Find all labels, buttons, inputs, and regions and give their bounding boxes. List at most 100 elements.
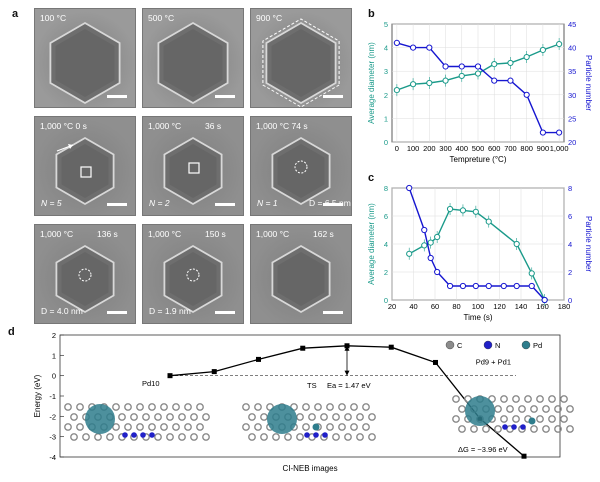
carbon-ring — [344, 433, 352, 441]
x-tick-label: 160 — [536, 302, 549, 311]
carbon-ring — [314, 403, 322, 411]
tem-tile: 1,000 °C 0 s N = 5 — [34, 116, 136, 216]
data-point — [485, 282, 492, 290]
y-tick-label: 1 — [52, 351, 56, 360]
carbon-ring — [542, 405, 550, 413]
scale-bar — [215, 311, 235, 314]
carbon-ring — [302, 403, 310, 411]
data-point — [541, 296, 548, 304]
x-tick-label: 40 — [409, 302, 417, 311]
carbon-ring — [172, 403, 180, 411]
nitrogen-atom — [304, 432, 310, 438]
data-point — [472, 208, 479, 215]
data-point — [459, 282, 467, 290]
carbon-ring — [184, 403, 192, 411]
data-point — [528, 270, 535, 277]
x-tick-label: 500 — [472, 144, 485, 153]
particle-box — [188, 162, 200, 174]
carbon-ring — [350, 403, 358, 411]
y2-tick-label: 0 — [568, 296, 572, 305]
data-point — [421, 226, 428, 234]
data-point — [472, 282, 479, 290]
nanoparticle-hexagon — [55, 244, 115, 314]
x-tick-label: 100 — [407, 144, 420, 153]
carbon-ring — [512, 415, 520, 423]
tem-tile: 1,000 °C 150 s D = 1.9 nm — [142, 224, 244, 324]
nitrogen-atom — [149, 432, 155, 438]
label-ea: Ea = 1.47 eV — [327, 381, 371, 390]
carbon-ring — [326, 423, 334, 431]
data-point — [474, 63, 482, 70]
nitrogen-atom — [322, 432, 328, 438]
tem-tile: 900 °C — [250, 8, 352, 108]
y2-axis-label: Particle number — [584, 55, 593, 111]
hexagon-core — [169, 144, 217, 198]
carbon-ring — [118, 413, 126, 421]
y-axis-label: Average diameter (nm) — [368, 203, 376, 285]
carbon-ring — [136, 403, 144, 411]
carbon-ring — [160, 403, 168, 411]
carbon-ring — [566, 425, 574, 433]
nanoparticle-hexagon — [55, 136, 115, 206]
legend-label: N — [495, 341, 500, 350]
ea-arrowhead — [344, 345, 350, 351]
carbon-ring — [112, 403, 120, 411]
label-dg: ΔG = −3.96 eV — [458, 445, 508, 454]
molecule-structure — [242, 403, 376, 441]
nanoparticle-hexagon — [163, 244, 223, 314]
energy-point — [388, 344, 394, 350]
carbon-ring — [530, 405, 538, 413]
energy-point — [211, 369, 217, 375]
scale-bar — [323, 311, 343, 314]
y2-tick-label: 45 — [568, 20, 576, 29]
data-point — [409, 81, 417, 88]
panel-d: -4 -3 -2 -1 0 1 2 Energy (eV) CI-NEB images Pd10 T… — [30, 327, 596, 477]
tem-tile: 500 °C — [142, 8, 244, 108]
tile-label: 1,000 °C 0 s — [40, 121, 87, 131]
tem-tile: 1,000 °C 36 s N = 2 — [142, 116, 244, 216]
legend-dot — [483, 340, 493, 350]
carbon-ring — [482, 425, 490, 433]
y2-tick-label: 4 — [568, 240, 572, 249]
y-tick-label: -1 — [49, 392, 56, 401]
carbon-ring — [356, 433, 364, 441]
carbon-ring — [190, 413, 198, 421]
nitrogen-atom — [511, 424, 517, 430]
label-pd10: Pd10 — [142, 379, 160, 388]
carbon-ring — [506, 405, 514, 413]
x-tick-label: 140 — [515, 302, 528, 311]
scale-bar — [323, 203, 343, 206]
carbon-ring — [190, 433, 198, 441]
pd-cluster — [267, 404, 297, 434]
y-tick-label: -2 — [49, 412, 56, 421]
carbon-ring — [130, 413, 138, 421]
carbon-ring — [326, 403, 334, 411]
tile-label: 100 °C — [40, 13, 67, 23]
data-point — [458, 63, 465, 70]
y-tick-label: 0 — [384, 296, 388, 305]
carbon-ring — [332, 413, 340, 421]
hexagon-core — [271, 29, 331, 97]
carbon-ring — [566, 405, 574, 413]
scale-bar — [323, 95, 343, 98]
nanoparticle-hexagon — [271, 244, 331, 314]
y-axis-label: Energy (eV) — [33, 374, 42, 417]
tile-time-label: 136 s — [97, 229, 118, 239]
energy-point — [167, 373, 173, 379]
data-point — [556, 40, 563, 48]
y-tick-label: 4 — [384, 44, 388, 53]
carbon-ring — [350, 423, 358, 431]
carbon-ring — [272, 433, 280, 441]
pd-cluster — [85, 404, 115, 434]
carbon-ring — [332, 433, 340, 441]
y2-tick-label: 35 — [568, 67, 576, 76]
carbon-ring — [518, 405, 526, 413]
data-point — [556, 129, 563, 136]
tem-tile: 1,000 °C 74 sN = 1D = 6.5 nm — [250, 116, 352, 216]
panel-b-letter: b — [368, 8, 375, 20]
pd-single — [312, 423, 320, 431]
scale-bar — [107, 203, 127, 206]
nitrogen-atom — [122, 432, 128, 438]
data-point — [474, 70, 482, 77]
data-point — [491, 61, 498, 68]
